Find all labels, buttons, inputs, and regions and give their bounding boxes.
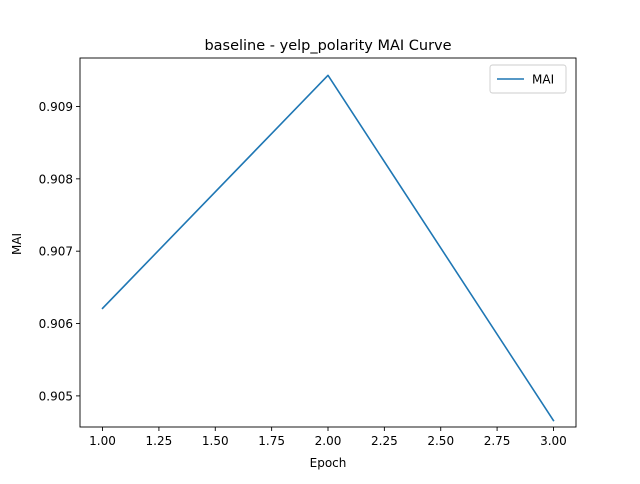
legend-box: [489, 64, 567, 94]
x-tick-label: 2.75: [484, 434, 511, 448]
x-tick-label: 2.25: [371, 434, 398, 448]
x-tick-label: 1.25: [146, 434, 173, 448]
legend-label-0: MAI: [532, 73, 554, 87]
y-tick-label: 0.909: [39, 100, 73, 114]
y-tick-label: 0.908: [39, 172, 73, 186]
x-tick-label: 1.50: [202, 434, 229, 448]
x-axis-label: Epoch: [310, 456, 347, 470]
x-tick-label: 2.50: [427, 434, 454, 448]
x-tick-label: 1.00: [89, 434, 116, 448]
y-tick-label: 0.906: [39, 317, 73, 331]
y-tick-label: 0.907: [39, 245, 73, 259]
y-axis-label: MAI: [10, 233, 24, 255]
x-tick-label: 3.00: [540, 434, 567, 448]
chart-title: baseline - yelp_polarity MAI Curve: [204, 38, 451, 54]
x-tick-label: 2.00: [315, 434, 342, 448]
y-tick-label: 0.905: [39, 389, 73, 403]
x-tick-label: 1.75: [258, 434, 285, 448]
series-line-0: [101, 74, 555, 422]
plot-area: 1.00 1.25 1.50 1.75 2.00 2.25 2.50 2.75 3.00 0.90…: [39, 57, 577, 448]
